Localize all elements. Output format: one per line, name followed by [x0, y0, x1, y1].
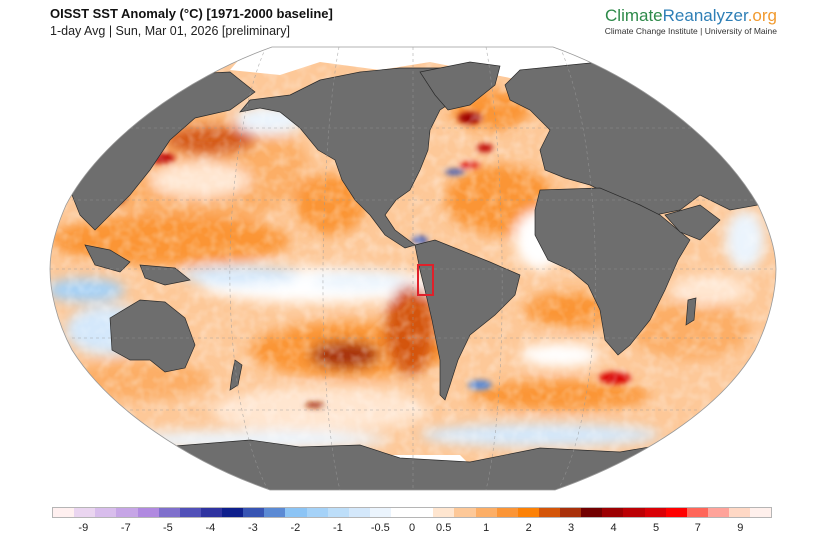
highlight-box: [417, 264, 434, 296]
colorbar-tick-label: 2: [525, 522, 532, 534]
colorbar-segment: [369, 508, 391, 517]
brand-tagline: Climate Change Institute | University of…: [604, 26, 777, 36]
brand-name: ClimateReanalyzer.org: [605, 6, 777, 25]
colorbar-tick-label: 9: [737, 522, 744, 534]
colorbar-segment: [454, 508, 476, 517]
colorbar-segment: [348, 508, 370, 517]
colorbar-tick-labels: -9 -7 -5 -4 -3 -2 -1 -0.5 0 0.5 1 2 3 4 5 7 9: [52, 522, 772, 536]
colorbar-tick-label: -1: [332, 522, 343, 534]
colorbar-tick-label: -7: [120, 522, 131, 534]
colorbar-tick-label: -9: [78, 522, 89, 534]
colorbar-tick-label: 0: [408, 522, 416, 534]
colorbar-segment: [517, 508, 539, 517]
colorbar-segment: [306, 508, 328, 517]
colorbar-tick-label: -3: [247, 522, 258, 534]
colorbar-tick-label: 7: [694, 522, 701, 534]
brand-name-reanalyzer: Reanalyzer: [662, 6, 748, 25]
colorbar-segment: [412, 508, 434, 517]
colorbar-segment: [95, 508, 117, 517]
colorbar-segment: [623, 508, 645, 517]
colorbar-segment: [243, 508, 265, 517]
colorbar-segment: [222, 508, 244, 517]
colorbar-segment: [327, 508, 349, 517]
colorbar-tick-label: -2: [290, 522, 301, 534]
colorbar-segment: [538, 508, 560, 517]
graticule: [50, 47, 776, 490]
colorbar-tick-label: -5: [163, 522, 173, 534]
colorbar-segment: [391, 508, 413, 517]
colorbar-segment: [581, 508, 603, 517]
colorbar-segment: [750, 508, 772, 517]
colorbar-segment: [179, 508, 201, 517]
colorbar: [52, 507, 772, 518]
colorbar-segment: [496, 508, 518, 517]
colorbar-segment: [433, 508, 455, 517]
colorbar-tick-label: 1: [483, 522, 490, 534]
colorbar-segment: [74, 508, 96, 517]
colorbar-segment: [158, 508, 180, 517]
colorbar-segment: [285, 508, 307, 517]
colorbar-segment: [644, 508, 666, 517]
map-border: [49, 46, 777, 491]
colorbar-segment: [686, 508, 708, 517]
colorbar-tick-label: 5: [653, 522, 660, 534]
chart-subtitle: 1-day Avg | Sun, Mar 01, 2026 [prelimina…: [50, 24, 290, 38]
colorbar-tick-label: 4: [610, 522, 617, 534]
colorbar-tick-label: 0.5: [436, 522, 452, 534]
brand-name-org: .org: [747, 6, 777, 25]
colorbar-tick-label: -4: [205, 522, 216, 534]
ocean-anomaly-field: [50, 47, 776, 490]
brand-logo[interactable]: ClimateReanalyzer.org Climate Change Ins…: [605, 6, 777, 36]
chart-title: OISST SST Anomaly (°C) [1971-2000 baseli…: [50, 6, 333, 21]
colorbar-segment: [729, 508, 751, 517]
colorbar-segment: [560, 508, 582, 517]
colorbar-segment: [116, 508, 138, 517]
brand-name-climate: Climate: [605, 6, 663, 25]
colorbar-segment: [602, 508, 624, 517]
colorbar-segment: [200, 508, 222, 517]
colorbar-segment: [665, 508, 687, 517]
colorbar-segment: [707, 508, 729, 517]
colorbar-segment: [475, 508, 497, 517]
colorbar-segment: [53, 508, 75, 517]
colorbar-segment: [264, 508, 286, 517]
colorbar-tick-label: 3: [568, 522, 575, 534]
colorbar-segment: [137, 508, 159, 517]
colorbar-tick-label: -0.5: [370, 522, 390, 534]
